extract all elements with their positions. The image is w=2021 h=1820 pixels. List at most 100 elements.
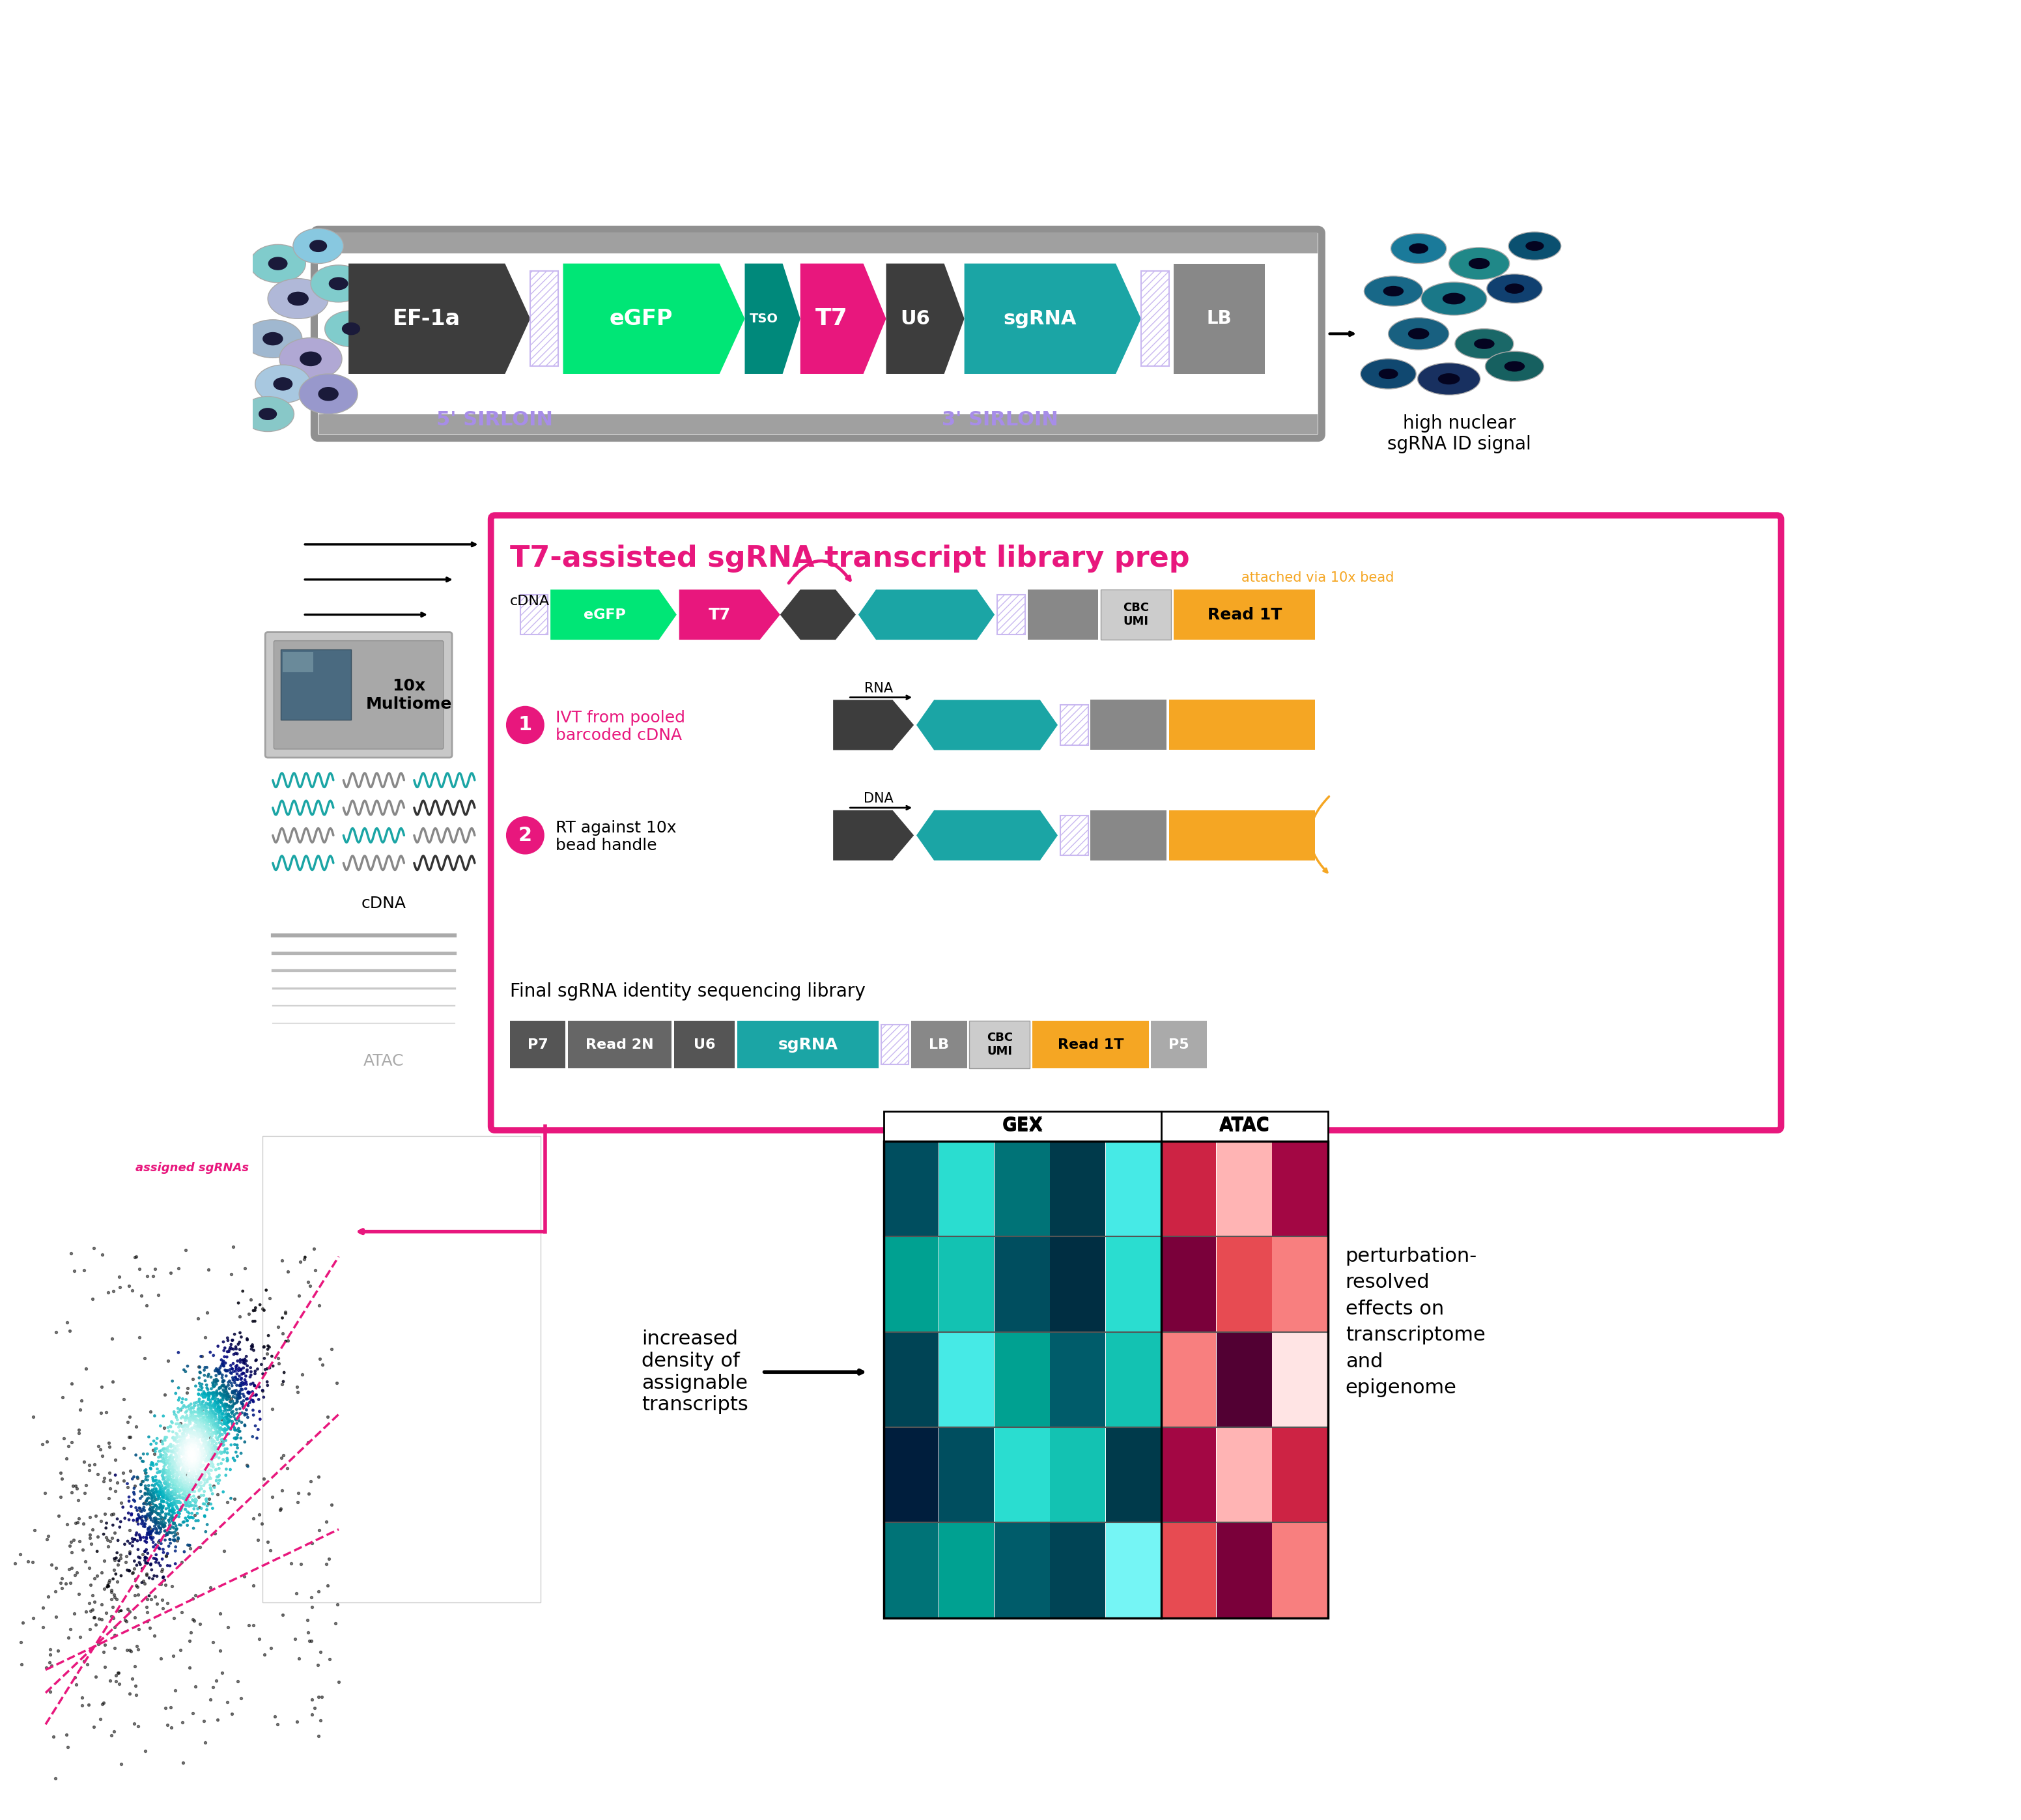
Point bbox=[152, 1412, 184, 1441]
Point bbox=[194, 1489, 226, 1518]
Point bbox=[91, 1525, 123, 1554]
Point bbox=[182, 1452, 214, 1481]
Point bbox=[253, 1283, 285, 1312]
Point bbox=[180, 1469, 212, 1498]
Point bbox=[131, 1549, 164, 1578]
Point bbox=[170, 1436, 202, 1465]
Point bbox=[208, 1403, 240, 1432]
Point bbox=[210, 1403, 243, 1432]
Point bbox=[162, 1374, 194, 1403]
Point bbox=[192, 1434, 224, 1463]
Point bbox=[186, 1438, 218, 1467]
Point bbox=[146, 1427, 178, 1456]
Point bbox=[152, 1436, 184, 1465]
Point bbox=[194, 1409, 226, 1438]
Point bbox=[131, 1465, 164, 1494]
Point bbox=[170, 1491, 202, 1520]
Point bbox=[178, 1503, 210, 1532]
Point bbox=[172, 1460, 204, 1489]
Point bbox=[146, 1480, 178, 1509]
Point bbox=[129, 1480, 162, 1509]
Point bbox=[44, 1481, 77, 1511]
Point bbox=[162, 1420, 194, 1449]
Point bbox=[178, 1460, 210, 1489]
Point bbox=[178, 1429, 210, 1458]
Point bbox=[184, 1532, 216, 1562]
Point bbox=[109, 1547, 141, 1576]
Point bbox=[198, 1372, 230, 1401]
Point bbox=[150, 1509, 182, 1538]
Point bbox=[186, 1403, 218, 1432]
Point bbox=[160, 1445, 192, 1474]
Point bbox=[150, 1542, 182, 1571]
Point bbox=[170, 1449, 202, 1478]
Point bbox=[143, 1549, 176, 1578]
Point bbox=[178, 1447, 210, 1476]
Point bbox=[208, 1438, 240, 1467]
Point bbox=[200, 1365, 232, 1394]
Point bbox=[236, 1332, 269, 1361]
Point bbox=[236, 1296, 269, 1325]
Point bbox=[141, 1469, 174, 1498]
Point bbox=[224, 1389, 257, 1418]
Point bbox=[141, 1478, 174, 1507]
Point bbox=[170, 1432, 202, 1461]
Point bbox=[63, 1416, 95, 1445]
Point bbox=[150, 1458, 182, 1487]
Point bbox=[196, 1418, 228, 1447]
Point bbox=[40, 1602, 73, 1631]
Point bbox=[176, 1461, 208, 1491]
Point bbox=[198, 1471, 230, 1500]
Point bbox=[170, 1472, 202, 1501]
Point bbox=[180, 1491, 212, 1520]
Point bbox=[204, 1416, 236, 1445]
Point bbox=[184, 1431, 216, 1460]
Point bbox=[119, 1520, 152, 1549]
Point bbox=[192, 1414, 224, 1443]
Point bbox=[180, 1489, 212, 1518]
Point bbox=[184, 1421, 216, 1451]
Point bbox=[198, 1405, 230, 1434]
Point bbox=[172, 1476, 204, 1505]
Point bbox=[133, 1494, 166, 1523]
Point bbox=[186, 1440, 218, 1469]
Point bbox=[170, 1472, 202, 1501]
Point bbox=[156, 1472, 188, 1501]
Point bbox=[164, 1449, 196, 1478]
Point bbox=[184, 1412, 216, 1441]
Point bbox=[188, 1421, 220, 1451]
Point bbox=[176, 1441, 208, 1471]
Point bbox=[26, 1431, 59, 1460]
Point bbox=[162, 1471, 194, 1500]
Point bbox=[174, 1407, 206, 1436]
Point bbox=[150, 1474, 182, 1503]
Point bbox=[69, 1598, 101, 1627]
Point bbox=[95, 1500, 127, 1529]
Point bbox=[152, 1472, 184, 1501]
Point bbox=[214, 1483, 247, 1512]
Point bbox=[168, 1440, 200, 1469]
Point bbox=[148, 1492, 180, 1522]
Point bbox=[184, 1401, 216, 1431]
Point bbox=[180, 1449, 212, 1478]
Point bbox=[210, 1385, 243, 1414]
Point bbox=[166, 1467, 198, 1496]
Point bbox=[190, 1443, 222, 1472]
Point bbox=[111, 1527, 143, 1556]
Point bbox=[176, 1583, 208, 1613]
Point bbox=[135, 1476, 168, 1505]
Point bbox=[178, 1481, 210, 1511]
Point bbox=[172, 1501, 204, 1531]
Point bbox=[196, 1401, 228, 1431]
Point bbox=[57, 1525, 89, 1554]
Point bbox=[0, 1440, 26, 1469]
Point bbox=[210, 1385, 243, 1414]
Point bbox=[182, 1449, 214, 1478]
Point bbox=[75, 1529, 107, 1558]
Ellipse shape bbox=[299, 351, 321, 366]
Point bbox=[176, 1461, 208, 1491]
Point bbox=[212, 1323, 245, 1352]
Point bbox=[178, 1436, 210, 1465]
Point bbox=[85, 1704, 117, 1733]
Point bbox=[137, 1527, 170, 1556]
